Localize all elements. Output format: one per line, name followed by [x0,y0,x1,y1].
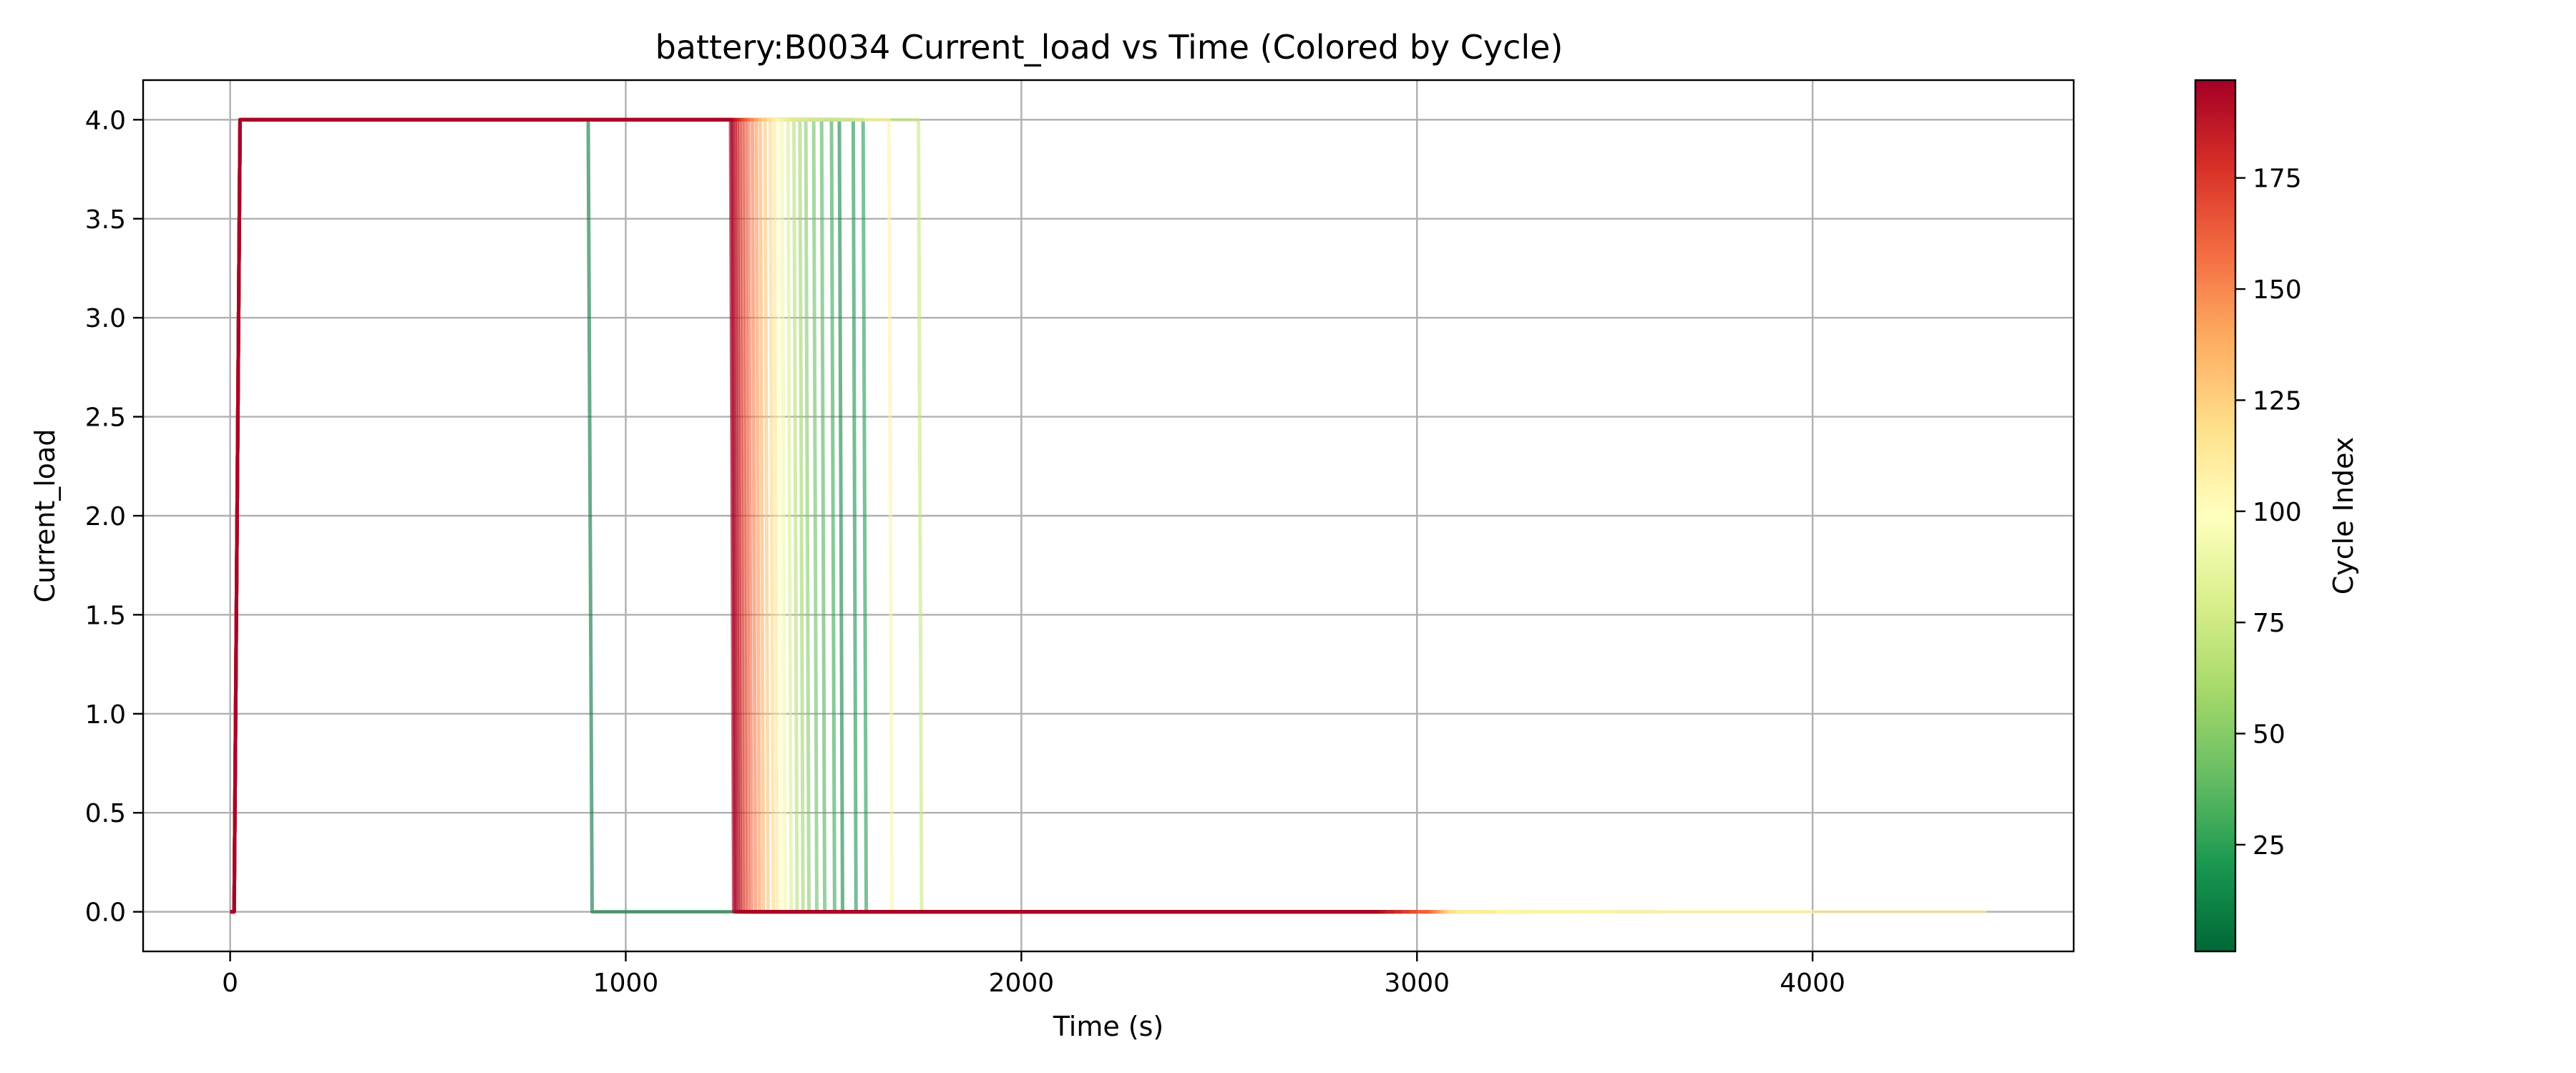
colorbar-tick-label: 125 [2253,386,2302,416]
y-tick-label: 3.5 [85,205,126,235]
colorbar-tick-label: 25 [2253,831,2285,861]
x-tick-label: 1000 [593,969,659,998]
x-tick-label: 4000 [1780,969,1845,998]
x-axis-label: Time (s) [1053,1011,1164,1042]
y-tick-label: 2.0 [85,502,126,531]
plot-area [230,117,1987,914]
colorbar-label: Cycle Index [2328,437,2359,595]
y-tick-label: 3.0 [85,304,126,333]
y-tick-label: 2.5 [85,403,126,433]
colorbar-tick-label: 50 [2253,720,2285,750]
series-line [230,117,1377,914]
colorbar-tick-label: 150 [2253,275,2302,305]
colorbar-tick-label: 100 [2253,498,2302,527]
x-tick-label: 2000 [989,969,1055,998]
y-tick-label: 0.0 [85,898,126,928]
x-tick-label: 3000 [1384,969,1450,998]
y-axis: 0.0 0.5 1.0 1.5 2.0 2.5 3.0 3.5 4.0 [85,106,143,928]
x-axis: 0 1000 2000 3000 4000 [222,951,1845,998]
y-tick-label: 4.0 [85,106,126,135]
colorbar-ticks: 25 50 75 100 125 150 175 [2235,165,2302,861]
gridlines [143,80,2074,951]
y-tick-label: 1.0 [85,700,126,730]
colorbar-tick-label: 175 [2253,165,2302,194]
colorbar: 25 50 75 100 125 150 175 Cycle Index [2194,79,2359,953]
chart-title: battery:B0034 Current_load vs Time (Colo… [655,28,1563,67]
x-tick-label: 0 [222,969,238,998]
colorbar-gradient [2194,79,2237,953]
y-tick-label: 1.5 [85,601,126,630]
y-tick-label: 0.5 [85,799,126,828]
y-axis-label: Current_load [29,429,61,603]
colorbar-tick-label: 75 [2253,609,2285,638]
